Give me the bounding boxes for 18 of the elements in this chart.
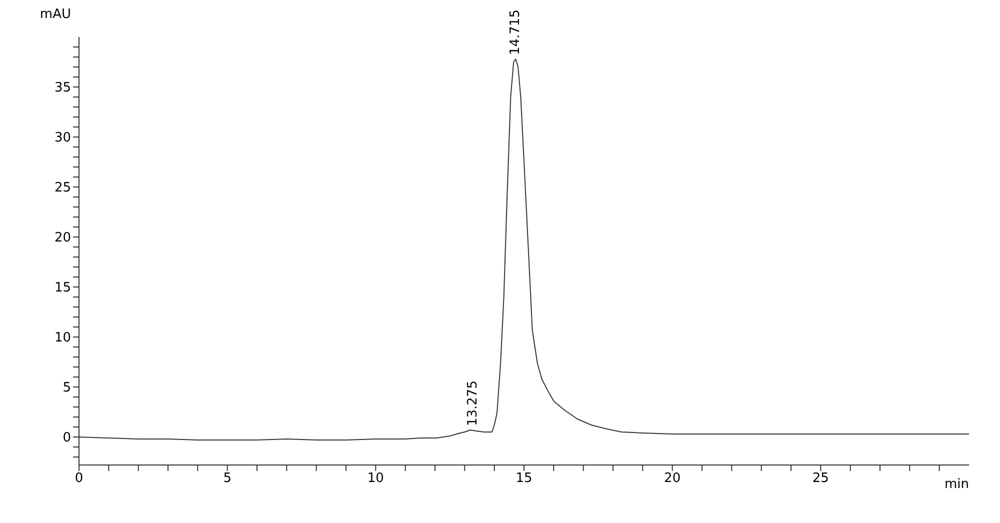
annotation: 13.275 <box>465 380 480 426</box>
y-tick-label: 5 <box>62 380 71 396</box>
x-axis-title: min <box>944 477 969 492</box>
y-tick-label: 35 <box>54 80 71 96</box>
y-tick-label: 20 <box>54 230 71 246</box>
annotation: 14.715 <box>508 10 524 55</box>
x-tick-label: 10 <box>367 471 384 486</box>
y-tick-label: 25 <box>54 180 71 196</box>
x-tick-label: 5 <box>223 471 232 486</box>
x-tick-label: 20 <box>664 471 681 486</box>
y-tick-label: 30 <box>54 130 71 146</box>
y-tick-label: 0 <box>62 430 71 446</box>
y-tick-label: 10 <box>54 330 71 346</box>
y-axis-title: mAU <box>40 7 71 22</box>
x-tick-label: 0 <box>74 471 84 486</box>
y-tick-label: 15 <box>54 280 71 296</box>
x-tick-label: 15 <box>516 471 532 486</box>
x-tick-label: 25 <box>812 471 829 486</box>
